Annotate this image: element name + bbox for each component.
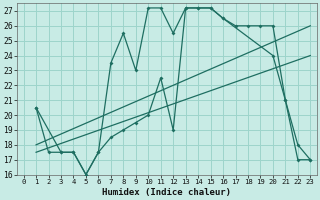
X-axis label: Humidex (Indice chaleur): Humidex (Indice chaleur) (102, 188, 231, 197)
